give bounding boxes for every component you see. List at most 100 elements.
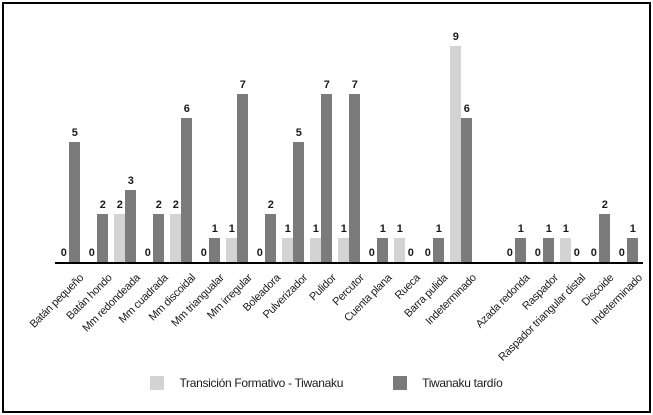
bar-slot: 0 — [405, 20, 416, 262]
bar-slot: 1 — [433, 20, 444, 262]
bar-slot: 6 — [181, 20, 192, 262]
bar-tiwanaku-tardio — [265, 214, 276, 262]
bar-transicion-formativo — [114, 214, 125, 262]
legend-item-transicion-formativo: Transición Formativo - Tiwanaku — [150, 376, 343, 390]
bar-slot: 5 — [293, 20, 304, 262]
category-group: 0 5 Batán pequeño — [28, 20, 87, 331]
category-group: 0 2 Boleadora — [240, 20, 282, 315]
bar-slot: 2 — [153, 20, 164, 262]
bar-slot: 2 — [599, 20, 610, 262]
bar-value-label: 2 — [99, 199, 106, 211]
bar-slot: 0 — [422, 20, 433, 262]
bar-slot: 5 — [69, 20, 80, 262]
bar-transicion-formativo — [170, 214, 181, 262]
bar-value-label: 6 — [183, 103, 190, 115]
bar-slot: 0 — [254, 20, 265, 262]
bar-tiwanaku-tardio — [599, 214, 610, 262]
bar-value-label: 2 — [116, 199, 123, 211]
bar-slot: 0 — [86, 20, 97, 262]
bar-tiwanaku-tardio — [97, 214, 108, 262]
category-group: 0 2 Batán hondo — [64, 20, 114, 323]
bar-tiwanaku-tardio — [433, 238, 444, 262]
chart-legend: Transición Formativo - Tiwanaku Tiwanaku… — [4, 376, 649, 390]
bar-slot: 0 — [142, 20, 153, 262]
bar-value-label: 0 — [368, 247, 375, 259]
category-group: 0 1 Cuenta plana — [342, 20, 394, 325]
category-group: 1 5 Pulverizador — [261, 20, 310, 322]
bar-slot: 1 — [543, 20, 554, 262]
bar-value-label: 1 — [312, 223, 319, 235]
bar-value-label: 1 — [340, 223, 347, 235]
bar-value-label: 1 — [379, 223, 386, 235]
bar-tiwanaku-tardio — [181, 118, 192, 262]
bar-slot: 1 — [282, 20, 293, 262]
bar-transicion-formativo — [282, 238, 293, 262]
category-group: 1 0 Rueca — [391, 20, 423, 302]
bar-slot: 1 — [515, 20, 526, 262]
category-group: 0 1 Indeterminado — [589, 20, 644, 328]
category-group: 1 7 Mm irregular — [205, 20, 255, 322]
bar-slot: 0 — [571, 20, 582, 262]
bar-tiwanaku-tardio — [515, 238, 526, 262]
bar-slot: 0 — [366, 20, 377, 262]
bar-value-label: 1 — [211, 223, 218, 235]
bar-slot: 1 — [226, 20, 237, 262]
bar-slot: 2 — [114, 20, 125, 262]
bar-value-label: 2 — [155, 199, 162, 211]
category-group: 2 6 Mm discoidal — [147, 20, 198, 324]
bar-value-label: 1 — [562, 223, 569, 235]
bar-tiwanaku-tardio — [349, 94, 360, 262]
legend-label-transicion-formativo: Transición Formativo - Tiwanaku — [179, 376, 344, 390]
legend-swatch-light — [150, 376, 165, 390]
bar-tiwanaku-tardio — [461, 118, 472, 262]
bar-value-label: 7 — [351, 79, 358, 91]
category-group: 0 1 Azada redonda — [474, 20, 532, 331]
x-axis-label: Indeterminado — [423, 272, 479, 328]
bar-transicion-formativo — [450, 46, 461, 262]
bar-slot: 2 — [265, 20, 276, 262]
bar-slot: 3 — [125, 20, 136, 262]
bar-tiwanaku-tardio — [293, 142, 304, 262]
category-group: 0 1 Mm triangualar — [169, 20, 226, 330]
bar-slot: 7 — [237, 20, 248, 262]
bar-transicion-formativo — [560, 238, 571, 262]
category-group: 0 2 Mm cuadrada — [117, 20, 171, 326]
category-group: 9 6 Indeterminado — [423, 20, 478, 328]
bar-value-label: 2 — [601, 199, 608, 211]
bar-tiwanaku-tardio — [153, 214, 164, 262]
bar-value-label: 1 — [545, 223, 552, 235]
bar-tiwanaku-tardio — [237, 94, 248, 262]
bar-slot: 1 — [627, 20, 638, 262]
bar-slot: 1 — [394, 20, 405, 262]
bar-slot: 1 — [310, 20, 321, 262]
bar-slot: 0 — [198, 20, 209, 262]
bar-slot: 0 — [58, 20, 69, 262]
bar-slot: 0 — [504, 20, 515, 262]
bar-value-label: 1 — [228, 223, 235, 235]
bar-slot: 0 — [532, 20, 543, 262]
bar-slot: 1 — [338, 20, 349, 262]
bar-value-label: 0 — [200, 247, 207, 259]
x-axis-label: Indeterminado — [589, 272, 645, 328]
bar-value-label: 2 — [172, 199, 179, 211]
bar-value-label: 0 — [618, 247, 625, 259]
bar-tiwanaku-tardio — [377, 238, 388, 262]
bar-slot: 6 — [461, 20, 472, 262]
category-group: 1 0 Raspador triangular distal — [497, 20, 589, 364]
bar-value-label: 1 — [629, 223, 636, 235]
